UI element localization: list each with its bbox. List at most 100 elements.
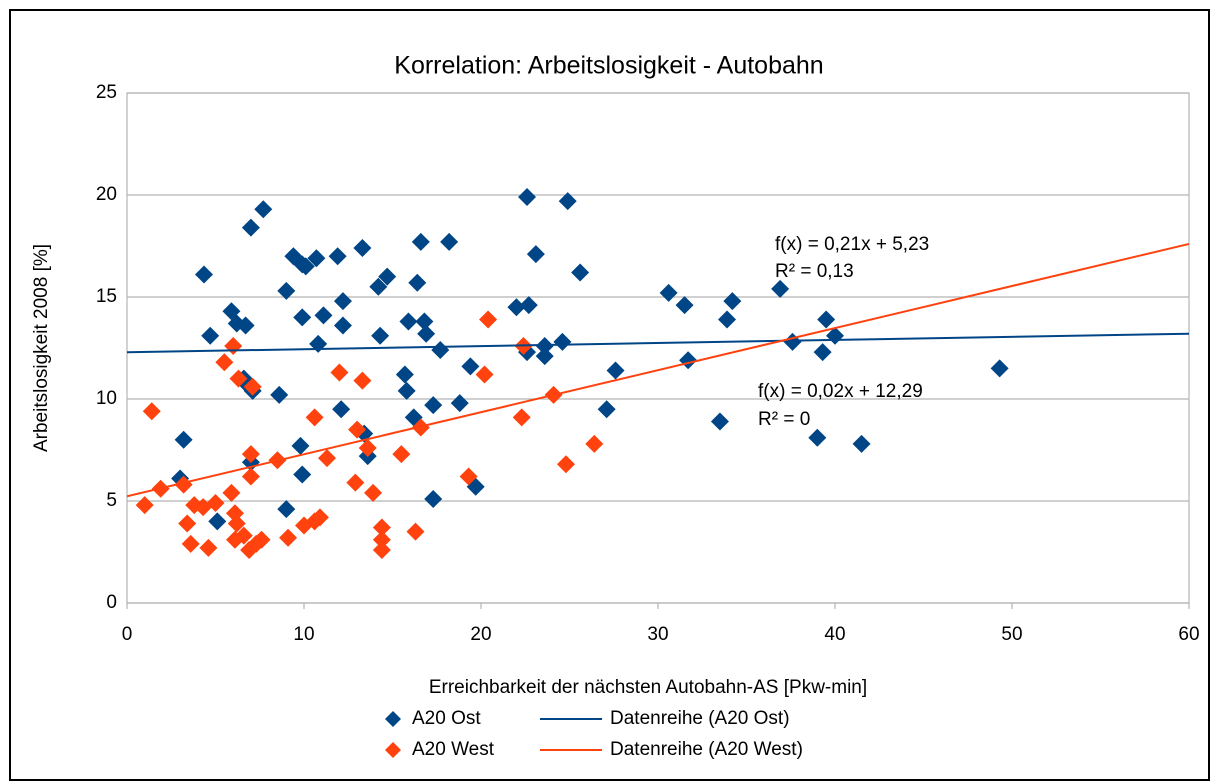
point bbox=[990, 359, 1009, 378]
legend-label: A20 Ost bbox=[412, 708, 481, 729]
point bbox=[328, 247, 347, 266]
point bbox=[178, 514, 197, 533]
point bbox=[411, 232, 430, 251]
point bbox=[369, 277, 388, 296]
point bbox=[718, 310, 737, 329]
point bbox=[392, 445, 411, 464]
point bbox=[353, 239, 372, 258]
plot-area bbox=[126, 92, 1190, 604]
point bbox=[358, 438, 377, 457]
point bbox=[406, 522, 425, 541]
point bbox=[808, 428, 827, 447]
point bbox=[519, 296, 538, 315]
point bbox=[813, 343, 832, 362]
point bbox=[241, 467, 260, 486]
point bbox=[234, 526, 253, 545]
legend-marker bbox=[385, 711, 401, 727]
point bbox=[314, 306, 333, 325]
point bbox=[236, 316, 255, 335]
point bbox=[215, 353, 234, 372]
chart-title: Korrelation: Arbeitslosigkeit - Autobahn bbox=[394, 52, 823, 80]
point bbox=[348, 420, 367, 439]
point bbox=[277, 500, 296, 519]
point bbox=[817, 310, 836, 329]
point bbox=[461, 357, 480, 376]
point bbox=[346, 473, 365, 492]
y-tick-label: 10 bbox=[96, 388, 117, 409]
point bbox=[222, 483, 241, 502]
legend-label: Datenreihe (A20 Ost) bbox=[610, 708, 790, 729]
y-tick-label: 5 bbox=[106, 490, 117, 511]
point bbox=[270, 385, 289, 404]
point bbox=[371, 326, 390, 345]
point bbox=[606, 361, 625, 380]
point bbox=[254, 200, 273, 219]
point bbox=[252, 530, 271, 549]
x-tick-label: 0 bbox=[122, 624, 133, 645]
y-tick-label: 25 bbox=[96, 82, 117, 103]
x-tick-label: 50 bbox=[1001, 624, 1022, 645]
point bbox=[553, 332, 572, 351]
point bbox=[330, 363, 349, 382]
point bbox=[243, 377, 262, 396]
point bbox=[395, 365, 414, 384]
point bbox=[411, 418, 430, 437]
y-tick-label: 0 bbox=[106, 592, 117, 613]
annotation: f(x) = 0,02x + 12,29 bbox=[758, 381, 923, 402]
point bbox=[333, 316, 352, 335]
point bbox=[318, 449, 337, 468]
point bbox=[659, 283, 678, 302]
point bbox=[479, 310, 498, 329]
point bbox=[535, 347, 554, 366]
annotation: R² = 0 bbox=[758, 409, 810, 430]
point bbox=[431, 341, 450, 360]
point bbox=[310, 508, 329, 527]
point bbox=[174, 475, 193, 494]
point bbox=[450, 394, 469, 413]
point bbox=[424, 396, 443, 415]
point bbox=[307, 249, 326, 268]
point bbox=[174, 430, 193, 449]
point bbox=[399, 312, 418, 331]
point bbox=[571, 263, 590, 282]
point bbox=[142, 402, 161, 421]
point bbox=[558, 192, 577, 211]
point bbox=[291, 436, 310, 455]
point bbox=[201, 326, 220, 345]
x-tick-label: 10 bbox=[293, 624, 314, 645]
x-tick-label: 20 bbox=[470, 624, 491, 645]
point bbox=[710, 412, 729, 431]
y-tick-label: 20 bbox=[96, 184, 117, 205]
x-tick-label: 40 bbox=[824, 624, 845, 645]
point bbox=[675, 296, 694, 315]
point bbox=[296, 257, 315, 276]
point bbox=[241, 218, 260, 237]
point bbox=[241, 445, 260, 464]
point bbox=[364, 483, 383, 502]
point bbox=[723, 292, 742, 311]
point bbox=[279, 528, 298, 547]
point bbox=[181, 534, 200, 553]
point bbox=[208, 512, 227, 531]
point bbox=[277, 281, 296, 300]
y-axis-label: Arbeitslosigkeit 2008 [%] bbox=[31, 244, 52, 452]
trend-line bbox=[126, 332, 1190, 354]
point bbox=[194, 265, 213, 284]
annotation: R² = 0,13 bbox=[775, 261, 854, 282]
point bbox=[417, 324, 436, 343]
frame bbox=[9, 9, 1210, 781]
point bbox=[771, 279, 790, 298]
point bbox=[408, 273, 427, 292]
legend-label: A20 West bbox=[412, 739, 495, 760]
legend-label: Datenreihe (A20 West) bbox=[610, 739, 803, 760]
point bbox=[135, 496, 154, 515]
legend-marker bbox=[385, 742, 401, 758]
point bbox=[305, 408, 324, 427]
y-tick-label: 15 bbox=[96, 286, 117, 307]
point bbox=[440, 232, 459, 251]
point bbox=[293, 308, 312, 327]
trend-line bbox=[126, 242, 1190, 498]
point bbox=[206, 494, 225, 513]
point bbox=[585, 434, 604, 453]
